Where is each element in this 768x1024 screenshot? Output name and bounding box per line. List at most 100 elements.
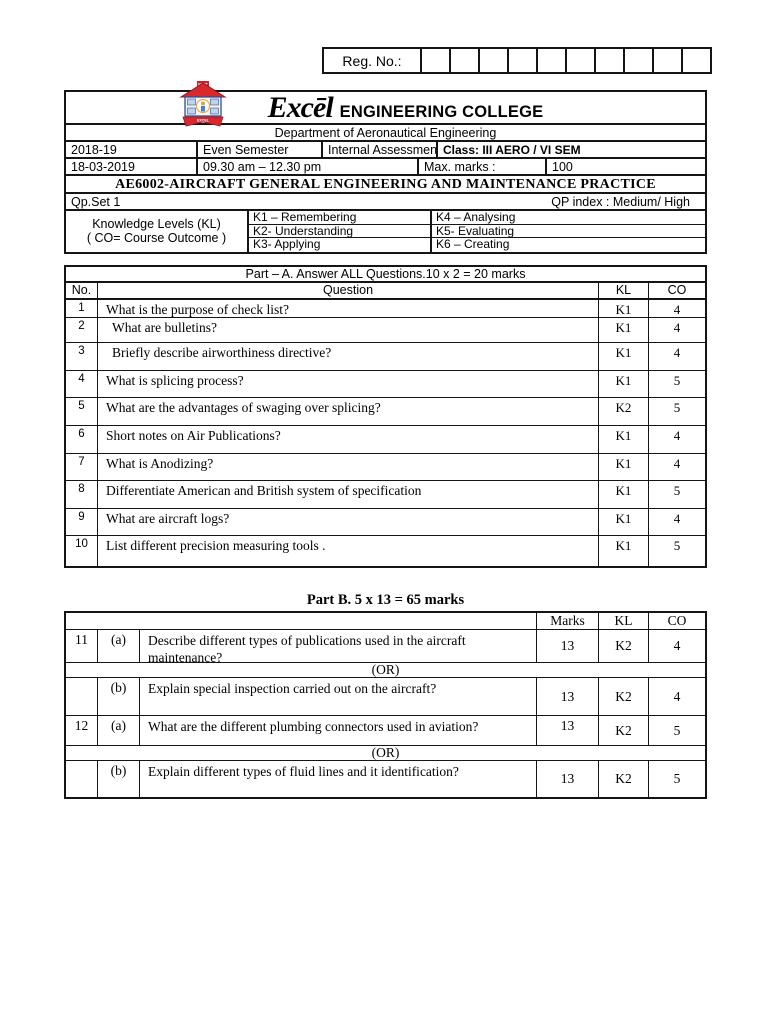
- college-name-row: ERCT EXCEL Excēl ENGINEERING COLLEGE: [66, 81, 705, 127]
- knowledge-levels-grid: K1 – Remembering K4 – Analysing K2- Unde…: [249, 211, 705, 252]
- kl-label-line1: Knowledge Levels (KL): [92, 217, 221, 232]
- question-kl: K1: [599, 300, 649, 317]
- question-text: What is splicing process?: [98, 371, 599, 397]
- question-text: Briefly describe airworthiness directive…: [98, 343, 599, 370]
- exam-name: Internal Assessment Exam - III: [323, 142, 438, 157]
- reg-no-cell: [565, 49, 594, 72]
- question-co: 4: [673, 511, 681, 526]
- reg-no-label: Reg. No.:: [342, 52, 402, 69]
- qp-set: Qp.Set 1: [71, 195, 121, 209]
- department-name: Department of Aeronautical Engineering: [66, 125, 705, 142]
- table-row: 6 Short notes on Air Publications? K1 4: [66, 426, 705, 454]
- question-co: 4: [673, 456, 681, 471]
- college-name-logo-text: Excēl: [267, 90, 334, 124]
- exam-info-row-2: 18-03-2019 09.30 am – 12.30 pm Max. mark…: [66, 159, 705, 176]
- academic-year: 2018-19: [66, 142, 198, 157]
- qp-index: QP index : Medium/ High: [551, 195, 690, 209]
- question-kl: K1: [599, 509, 649, 535]
- table-row: 11 (a) Describe different types of publi…: [66, 630, 705, 665]
- question-text: Explain different types of fluid lines a…: [140, 761, 537, 797]
- question-co: 4: [673, 345, 681, 360]
- semester: Even Semester: [198, 142, 323, 157]
- question-co: 5: [673, 483, 681, 498]
- question-kl: K2: [599, 398, 649, 425]
- question-kl: K2: [599, 630, 649, 662]
- question-marks: 13: [537, 761, 599, 797]
- question-co: 5: [673, 722, 681, 738]
- question-number: 2: [66, 318, 98, 342]
- question-number: 10: [66, 536, 98, 566]
- table-row: 7 What is Anodizing? K1 4: [66, 454, 705, 481]
- college-name-text: ENGINEERING COLLEGE: [339, 102, 544, 121]
- table-row: 3 Briefly describe airworthiness directi…: [66, 343, 705, 371]
- part-a-table: Part – A. Answer ALL Questions.10 x 2 = …: [64, 265, 707, 568]
- question-marks: 13: [537, 678, 599, 715]
- reg-no-cell: [623, 49, 652, 72]
- header-co: CO: [667, 613, 687, 628]
- question-sub: (a): [98, 630, 140, 662]
- kl-k6: K6 – Creating: [436, 237, 510, 251]
- question-kl: K2: [599, 716, 649, 745]
- question-text: Explain special inspection carried out o…: [140, 678, 537, 715]
- question-number: 3: [66, 343, 98, 370]
- question-kl: K1: [599, 371, 649, 397]
- reg-no-cell: [536, 49, 565, 72]
- kl-row: K3- Applying K6 – Creating: [249, 238, 705, 252]
- question-number: 5: [66, 398, 98, 425]
- kl-k1: K1 – Remembering: [249, 211, 432, 224]
- exam-info-row-1: 2018-19 Even Semester Internal Assessmen…: [66, 142, 705, 159]
- question-number: 4: [66, 371, 98, 397]
- question-number: 1: [66, 300, 98, 317]
- part-b-title: Part B. 5 x 13 = 65 marks: [306, 592, 465, 608]
- question-kl: K1: [599, 426, 649, 453]
- question-co: 4: [673, 428, 681, 443]
- kl-label-line2: ( CO= Course Outcome ): [86, 231, 227, 246]
- table-row: 12 (a) What are the different plumbing c…: [66, 716, 705, 746]
- exam-date: 18-03-2019: [66, 159, 198, 174]
- table-row: 8 Differentiate American and British sys…: [66, 481, 705, 509]
- question-co: 5: [673, 373, 681, 388]
- question-text: What are aircraft logs?: [98, 509, 599, 535]
- question-marks: 13: [537, 716, 599, 745]
- part-a-header-row: No. Question KL CO: [66, 283, 705, 300]
- question-co: 4: [673, 638, 681, 653]
- header-no: No.: [66, 283, 98, 298]
- svg-text:EXCEL: EXCEL: [197, 119, 210, 123]
- reg-no-table: Reg. No.:: [322, 47, 712, 74]
- question-kl: K1: [599, 454, 649, 480]
- header-empty: [66, 613, 537, 629]
- question-text: Differentiate American and British syste…: [98, 481, 599, 508]
- table-row: (b) Explain special inspection carried o…: [66, 678, 705, 716]
- knowledge-levels-table: Knowledge Levels (KL) ( CO= Course Outco…: [64, 209, 707, 254]
- knowledge-levels-label: Knowledge Levels (KL) ( CO= Course Outco…: [66, 211, 249, 252]
- header-co: CO: [667, 283, 687, 297]
- question-co: 5: [673, 538, 681, 553]
- reg-no-cell: [681, 49, 710, 72]
- qp-info-row: Qp.Set 1 QP index : Medium/ High: [66, 194, 705, 211]
- question-kl: K2: [599, 761, 649, 797]
- question-kl: K1: [599, 481, 649, 508]
- header-marks: Marks: [537, 613, 599, 629]
- question-text: What is Anodizing?: [98, 454, 599, 480]
- question-kl: K1: [599, 343, 649, 370]
- question-co: 5: [673, 400, 681, 415]
- reg-no-cell: [507, 49, 536, 72]
- question-number: 6: [66, 426, 98, 453]
- question-text: What are the advantages of swaging over …: [98, 398, 599, 425]
- question-number: 8: [66, 481, 98, 508]
- question-co: 4: [673, 320, 681, 335]
- table-row: 2 What are bulletins? K1 4: [66, 318, 705, 343]
- question-sub: (a): [98, 716, 140, 745]
- question-text: What is the purpose of check list?: [98, 300, 599, 317]
- or-separator: (OR): [66, 663, 705, 678]
- question-number: [66, 678, 98, 715]
- question-number: 11: [66, 630, 98, 662]
- question-text: Short notes on Air Publications?: [98, 426, 599, 453]
- question-co: 4: [673, 302, 681, 317]
- exam-time: 09.30 am – 12.30 pm: [198, 159, 419, 174]
- college-crest-icon: ERCT EXCEL: [179, 81, 227, 127]
- question-marks: 13: [537, 630, 599, 662]
- part-b-header-row: Marks KL CO: [66, 613, 705, 630]
- exam-header-table: ERCT EXCEL Excēl ENGINEERING COLLEGE Dep…: [64, 81, 707, 213]
